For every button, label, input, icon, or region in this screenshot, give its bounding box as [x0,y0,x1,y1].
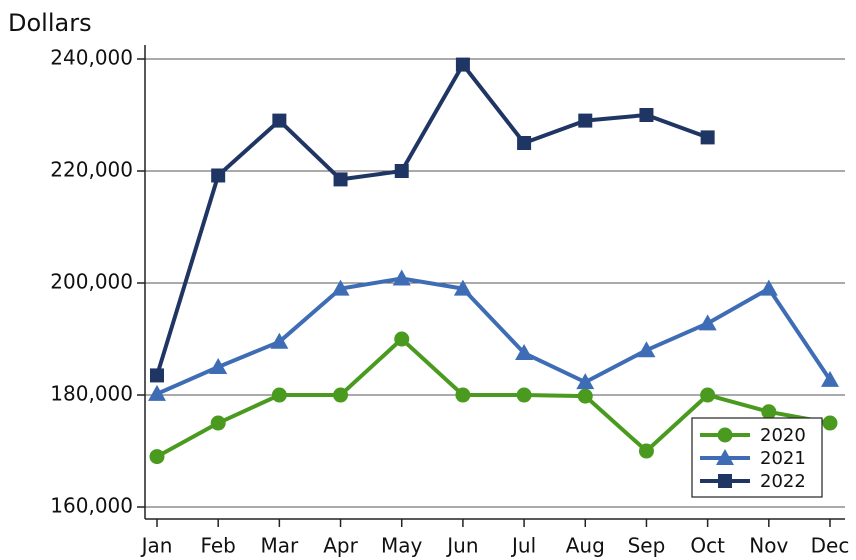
y-tick-label: 200,000 [50,270,133,294]
x-tick-label: Jun [445,534,478,558]
data-point [150,368,164,383]
data-point [517,136,532,151]
data-point [392,269,411,286]
data-point [761,404,777,420]
x-tick-label: Dec [811,534,850,558]
data-point [211,168,226,183]
x-tick-label: Nov [749,534,788,558]
legend-marker [717,427,733,443]
data-point [577,388,593,404]
data-point [455,387,471,403]
x-tick-label: Feb [200,534,235,558]
data-point [453,279,472,296]
data-point [455,57,470,72]
data-point [272,113,287,128]
x-tick-label: Apr [323,534,358,558]
data-point [821,370,839,387]
series-line [156,337,831,459]
x-tick-label: May [381,534,423,558]
x-tick-label: Oct [690,534,725,558]
data-point [637,341,656,358]
data-point [209,358,228,375]
data-point [331,279,350,296]
data-point [759,279,778,296]
y-tick-label: 240,000 [50,46,133,70]
data-point [394,331,410,347]
data-point [576,373,595,390]
legend-label: 2020 [760,425,806,446]
x-tick-label: Jul [510,534,536,558]
data-point [333,387,349,403]
data-point [394,164,409,179]
x-tick-label: Jan [140,534,173,558]
legend-label: 2021 [760,448,806,469]
data-point [822,415,838,431]
x-tick-label: Aug [566,534,605,558]
data-point [210,415,226,431]
data-point [271,387,287,403]
series-line [156,276,832,396]
data-point [515,344,534,361]
data-point [270,332,289,349]
data-point [149,449,165,465]
x-tick-label: Sep [628,534,666,558]
y-tick-label: 160,000 [50,494,133,518]
series-line [155,62,709,376]
y-axis-title: Dollars [8,9,92,37]
legend-label: 2022 [760,471,806,492]
y-tick-label: 180,000 [50,382,133,406]
data-point [639,108,654,123]
data-point [700,130,715,145]
y-tick-label: 220,000 [50,158,133,182]
data-point [516,387,532,403]
data-point [700,387,716,403]
legend-marker [718,474,732,488]
data-point [578,113,593,128]
data-point [698,314,717,331]
data-point [333,172,348,187]
x-tick-label: Mar [260,534,299,558]
legend-marker [716,449,734,465]
data-point [638,443,654,459]
data-point [148,384,166,401]
